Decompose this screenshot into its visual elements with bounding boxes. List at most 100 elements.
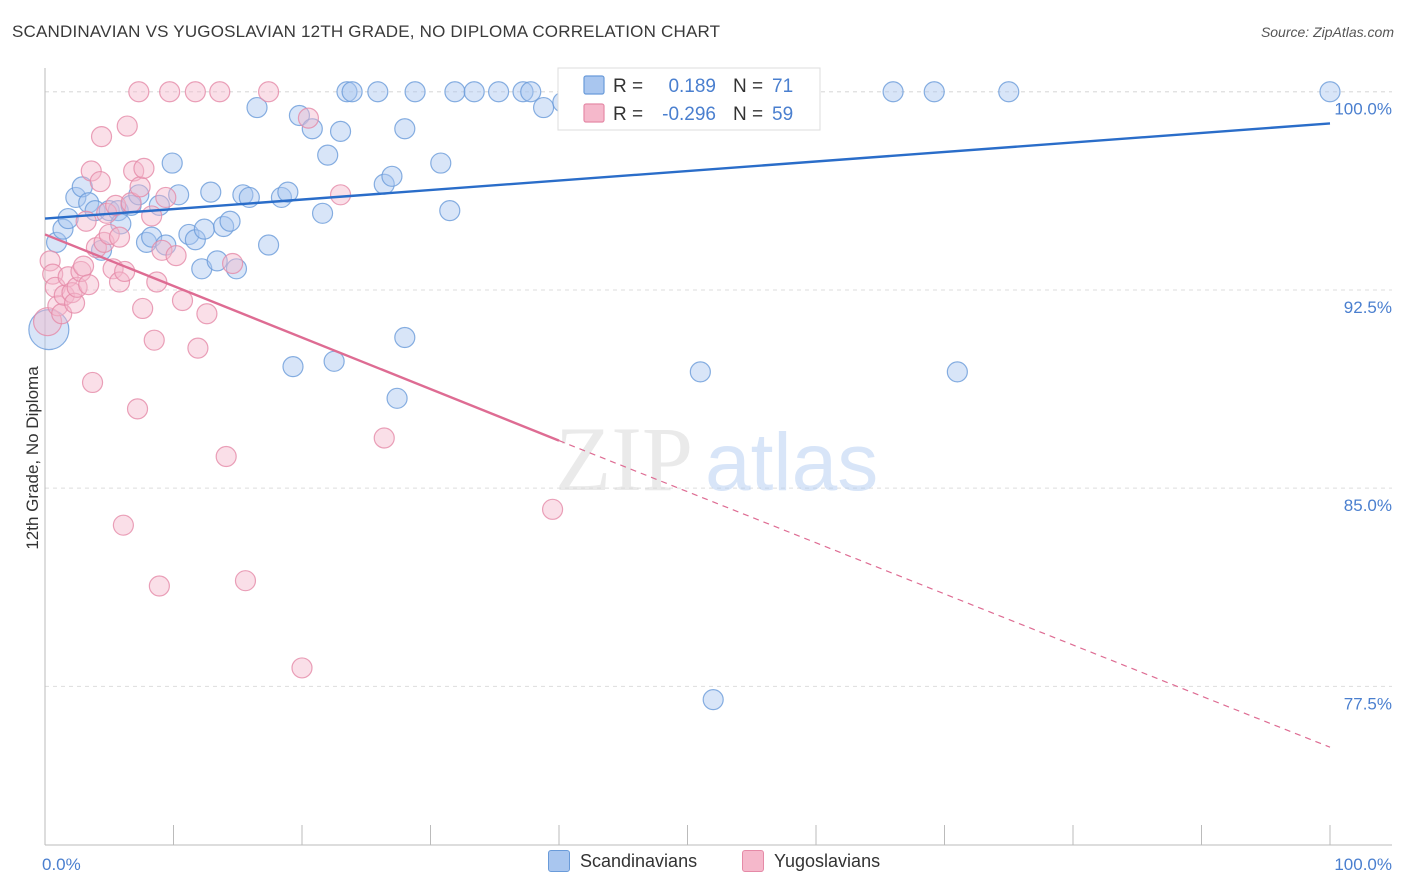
data-point-blue-49 — [394, 326, 416, 349]
data-point-blue-31 — [246, 96, 268, 119]
data-point-blue-58 — [532, 96, 555, 119]
data-point-pink-34 — [132, 297, 154, 320]
data-point-blue-67 — [946, 361, 968, 383]
data-point-blue-32 — [257, 234, 280, 256]
data-point-pink-41 — [155, 186, 177, 209]
data-point-pink-37 — [143, 329, 165, 351]
data-point-pink-24 — [105, 194, 127, 216]
legend-label-scandinavians: Scandinavians — [580, 850, 698, 871]
data-point-pink-48 — [209, 81, 231, 103]
data-point-blue-43 — [341, 81, 363, 103]
data-point-pink-56 — [373, 427, 395, 449]
data-point-blue-65 — [702, 689, 724, 711]
data-point-blue-42 — [336, 81, 358, 103]
data-point-pink-9 — [63, 292, 86, 314]
data-point-pink-2 — [42, 263, 64, 285]
legend-item-scandinavians: Scandinavians — [548, 850, 697, 872]
legend-top-n-value-0: 71 — [772, 76, 793, 97]
watermark-zip: ZIP — [555, 408, 693, 510]
legend-top-r-label-1: R = — [613, 104, 643, 125]
data-point-blue-23 — [193, 218, 215, 240]
data-point-pink-15 — [80, 160, 102, 182]
data-point-pink-33 — [129, 176, 151, 198]
data-point-pink-29 — [116, 115, 138, 137]
legend-top-n-label-1: N = — [733, 104, 763, 125]
y-tick-label-2: 85.0% — [1344, 496, 1392, 515]
data-point-blue-41 — [329, 120, 352, 142]
data-point-pink-14 — [78, 274, 100, 296]
data-point-blue-34 — [277, 181, 299, 203]
watermark-atlas: atlas — [705, 417, 878, 508]
data-point-pink-46 — [187, 337, 209, 359]
data-point-blue-48 — [394, 118, 416, 140]
data-point-pink-26 — [108, 271, 131, 293]
y-tick-label-3: 77.5% — [1344, 694, 1392, 713]
data-point-pink-7 — [57, 266, 79, 288]
data-point-pink-47 — [196, 303, 218, 325]
chart-title: SCANDINAVIAN VS YUGOSLAVIAN 12TH GRADE, … — [12, 22, 721, 41]
data-point-blue-57 — [520, 81, 542, 103]
data-point-pink-54 — [297, 107, 320, 129]
data-point-blue-56 — [512, 81, 534, 103]
data-point-pink-42 — [159, 81, 181, 103]
data-point-pink-1 — [39, 250, 61, 272]
data-point-blue-13 — [128, 184, 150, 206]
trend-line-pink — [44, 233, 560, 442]
data-point-pink-28 — [112, 514, 134, 536]
data-point-blue-66 — [882, 81, 904, 103]
data-point-blue-24 — [200, 181, 222, 203]
data-point-blue-21 — [184, 229, 206, 251]
legend-item-yugoslavians: Yugoslavians — [742, 850, 880, 872]
trend-line-extension-pink — [558, 440, 1331, 748]
data-point-blue-55 — [488, 81, 510, 103]
grid-layer — [45, 91, 1392, 687]
data-point-pink-31 — [123, 160, 145, 182]
legend-top-n-value-1: 59 — [772, 104, 793, 125]
legend-top: R = 0.189 N = 71 R = -0.296 N = 59 — [557, 67, 821, 131]
legend-top-r-value-1: -0.296 — [662, 104, 716, 125]
data-point-blue-47 — [386, 387, 408, 409]
data-point-pink-19 — [90, 126, 113, 148]
x-tick-label-1: 100.0% — [1334, 855, 1392, 874]
data-point-blue-53 — [444, 81, 466, 103]
points-layer — [28, 81, 1341, 711]
data-point-blue-44 — [367, 81, 389, 103]
data-point-pink-36 — [141, 205, 163, 227]
data-point-pink-43 — [165, 244, 187, 267]
x-tick-label-0: 0.0% — [42, 855, 81, 874]
data-point-blue-54 — [463, 81, 485, 103]
data-point-pink-53 — [291, 657, 313, 679]
data-point-blue-64 — [689, 361, 711, 383]
data-point-pink-57 — [541, 498, 564, 520]
y-tick-label-1: 92.5% — [1344, 298, 1392, 317]
data-point-blue-25 — [206, 250, 228, 272]
data-point-blue-4 — [65, 186, 87, 209]
data-point-blue-36 — [288, 104, 311, 127]
data-point-pink-18 — [89, 170, 111, 193]
data-point-blue-51 — [430, 152, 452, 174]
data-point-blue-35 — [282, 355, 304, 378]
watermark: ZIP atlas — [555, 408, 878, 510]
data-point-blue-19 — [168, 184, 190, 206]
data-point-pink-16 — [81, 371, 104, 394]
data-point-blue-52 — [439, 200, 461, 222]
data-point-pink-35 — [133, 157, 155, 179]
y-tick-label-0: 100.0% — [1334, 100, 1392, 119]
data-point-blue-68 — [923, 81, 945, 103]
data-point-pink-52 — [257, 81, 280, 103]
legend-top-r-label-0: R = — [613, 76, 643, 97]
data-point-pink-22 — [98, 223, 120, 246]
data-point-pink-58 — [128, 81, 150, 103]
data-point-pink-49 — [215, 445, 237, 468]
data-point-blue-18 — [161, 152, 183, 174]
data-point-pink-51 — [234, 570, 257, 592]
legend-top-swatch-pink — [583, 103, 605, 123]
legend-top-r-value-0: 0.189 — [668, 76, 716, 97]
y-axis-label: 12th Grade, No Diploma — [23, 366, 42, 550]
data-point-blue-46 — [381, 165, 403, 187]
trend-layer — [44, 122, 1331, 748]
legend-swatch-blue — [548, 850, 570, 872]
data-point-blue-38 — [311, 202, 334, 224]
data-point-pink-12 — [72, 255, 95, 277]
